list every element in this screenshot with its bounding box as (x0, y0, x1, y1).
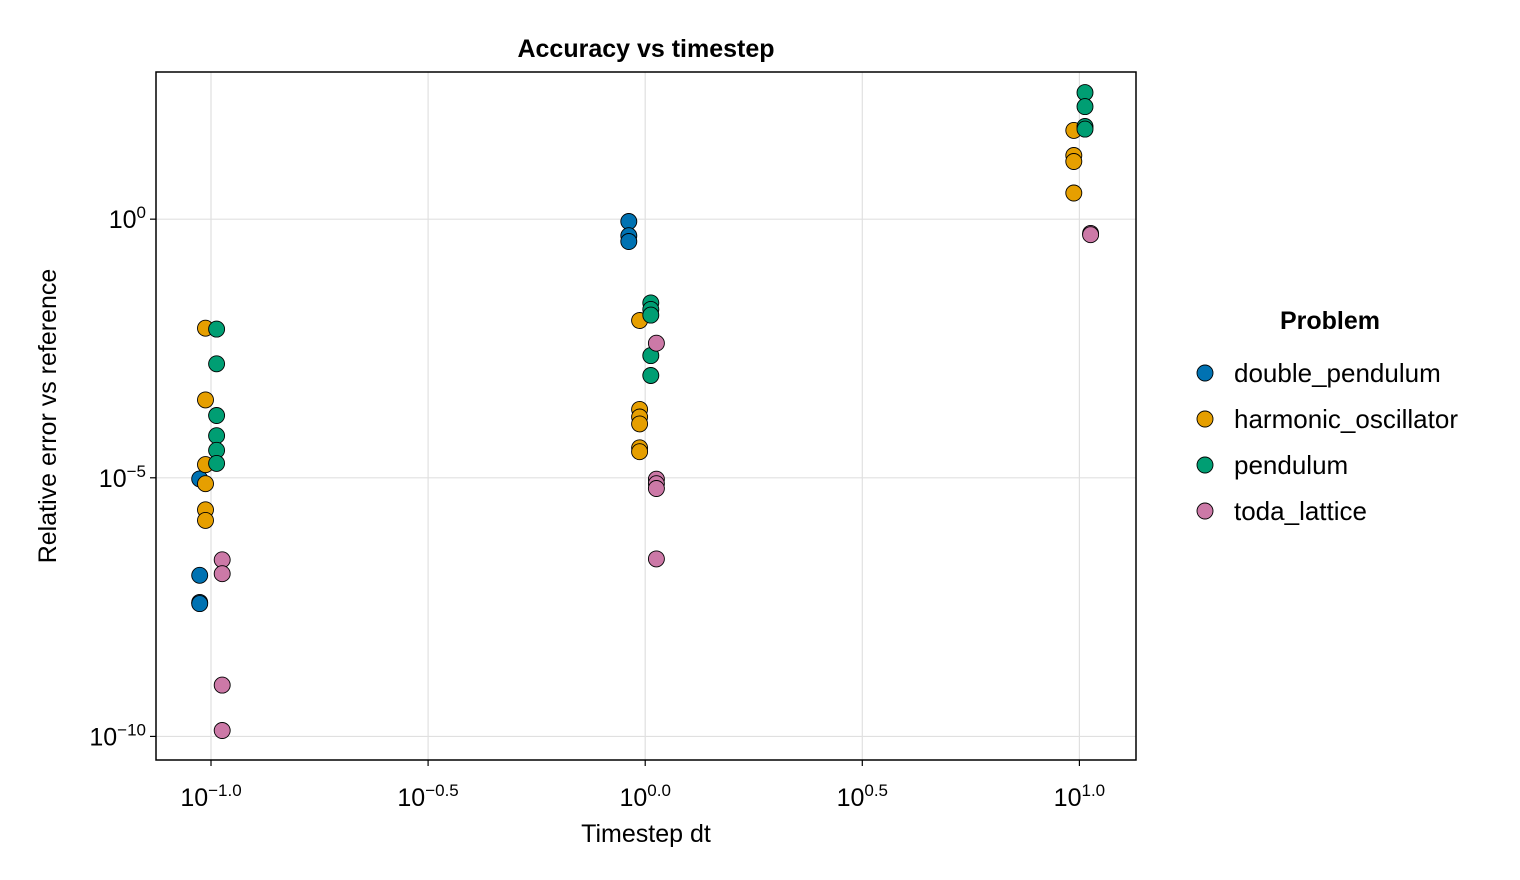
y-tick-exponent: −5 (127, 462, 146, 481)
legend: Problem double_pendulum harmonic_oscillat… (1196, 307, 1458, 526)
series-pendulum (208, 84, 1094, 472)
x-tick-exponent: −1.0 (208, 781, 242, 800)
x-tick-base: 10 (1054, 784, 1082, 812)
x-tick-exponent: 1.0 (1081, 781, 1105, 800)
legend-title: Problem (1280, 307, 1380, 335)
y-tick-base: 10 (109, 206, 137, 234)
legend-label: harmonic_oscillator (1234, 404, 1458, 434)
legend-item-double-pendulum: double_pendulum (1196, 358, 1441, 388)
x-tick-label: 10−0.5 (397, 781, 458, 812)
data-points (191, 84, 1100, 739)
data-point (208, 427, 226, 445)
series-toda-lattice (213, 224, 1100, 739)
legend-items: double_pendulum harmonic_oscillatorpendul… (1196, 358, 1458, 526)
data-point (208, 355, 226, 373)
data-point (1076, 120, 1094, 138)
legend-label: pendulum (1234, 450, 1348, 480)
x-tick-exponent: 0.5 (864, 781, 888, 800)
data-point (1065, 153, 1083, 170)
y-tick-exponent: −10 (117, 720, 146, 739)
data-point (620, 213, 638, 230)
data-point (213, 676, 231, 694)
legend-label: double_pendulum (1234, 358, 1441, 388)
chart-title: Accuracy vs timestep (517, 35, 774, 63)
legend-item-toda-lattice: toda_lattice (1196, 496, 1367, 526)
data-point (647, 480, 665, 497)
data-point (197, 391, 214, 409)
data-point (647, 334, 665, 352)
data-point (1065, 184, 1083, 202)
data-point (213, 565, 231, 583)
legend-marker (1196, 456, 1214, 474)
data-point (631, 443, 649, 461)
data-point (208, 454, 226, 472)
data-point (213, 722, 231, 739)
legend-marker (1196, 410, 1214, 428)
legend-item-harmonic-oscillator: harmonic_oscillator (1196, 404, 1458, 434)
grid-lines (156, 72, 1136, 760)
x-tick-base: 10 (397, 784, 425, 812)
legend-item-pendulum: pendulum (1196, 450, 1348, 480)
y-tick-exponent: 0 (137, 203, 146, 222)
x-tick-exponent: −0.5 (425, 781, 459, 800)
legend-marker (1196, 364, 1214, 382)
series-harmonic-oscillator (197, 121, 1083, 529)
series-double-pendulum (191, 213, 638, 613)
x-tick-base: 10 (619, 784, 647, 812)
x-tick-base: 10 (180, 784, 208, 812)
data-point (647, 550, 665, 568)
y-tick-base: 10 (99, 465, 127, 493)
x-axis-ticks: 10−1.0 10−0.5 100.0 100.5 101.0 (180, 760, 1105, 812)
data-point (197, 475, 214, 493)
data-point (1082, 226, 1100, 244)
x-axis-label: Timestep dt (581, 820, 711, 848)
x-tick-label: 100.0 (619, 781, 670, 812)
data-point (191, 595, 209, 613)
data-point (642, 306, 660, 324)
y-tick-label: 100 (109, 203, 146, 234)
data-point (208, 320, 226, 338)
y-axis-label: Relative error vs reference (34, 269, 62, 564)
data-point (208, 407, 226, 424)
data-point (620, 233, 638, 250)
legend-marker (1196, 502, 1214, 520)
x-tick-label: 10−1.0 (180, 781, 241, 812)
x-tick-base: 10 (837, 784, 865, 812)
x-tick-label: 100.5 (837, 781, 888, 812)
y-tick-label: 10−10 (89, 720, 146, 751)
data-point (197, 511, 214, 529)
data-point (1076, 98, 1094, 116)
legend-label: toda_lattice (1234, 496, 1367, 526)
y-tick-label: 10−5 (99, 462, 146, 493)
data-point (191, 566, 209, 584)
x-tick-label: 101.0 (1054, 781, 1105, 812)
data-point (631, 415, 649, 433)
data-point (642, 367, 660, 384)
plot-area-frame (155, 71, 1137, 761)
x-tick-exponent: 0.0 (647, 781, 671, 800)
y-tick-base: 10 (89, 723, 117, 751)
